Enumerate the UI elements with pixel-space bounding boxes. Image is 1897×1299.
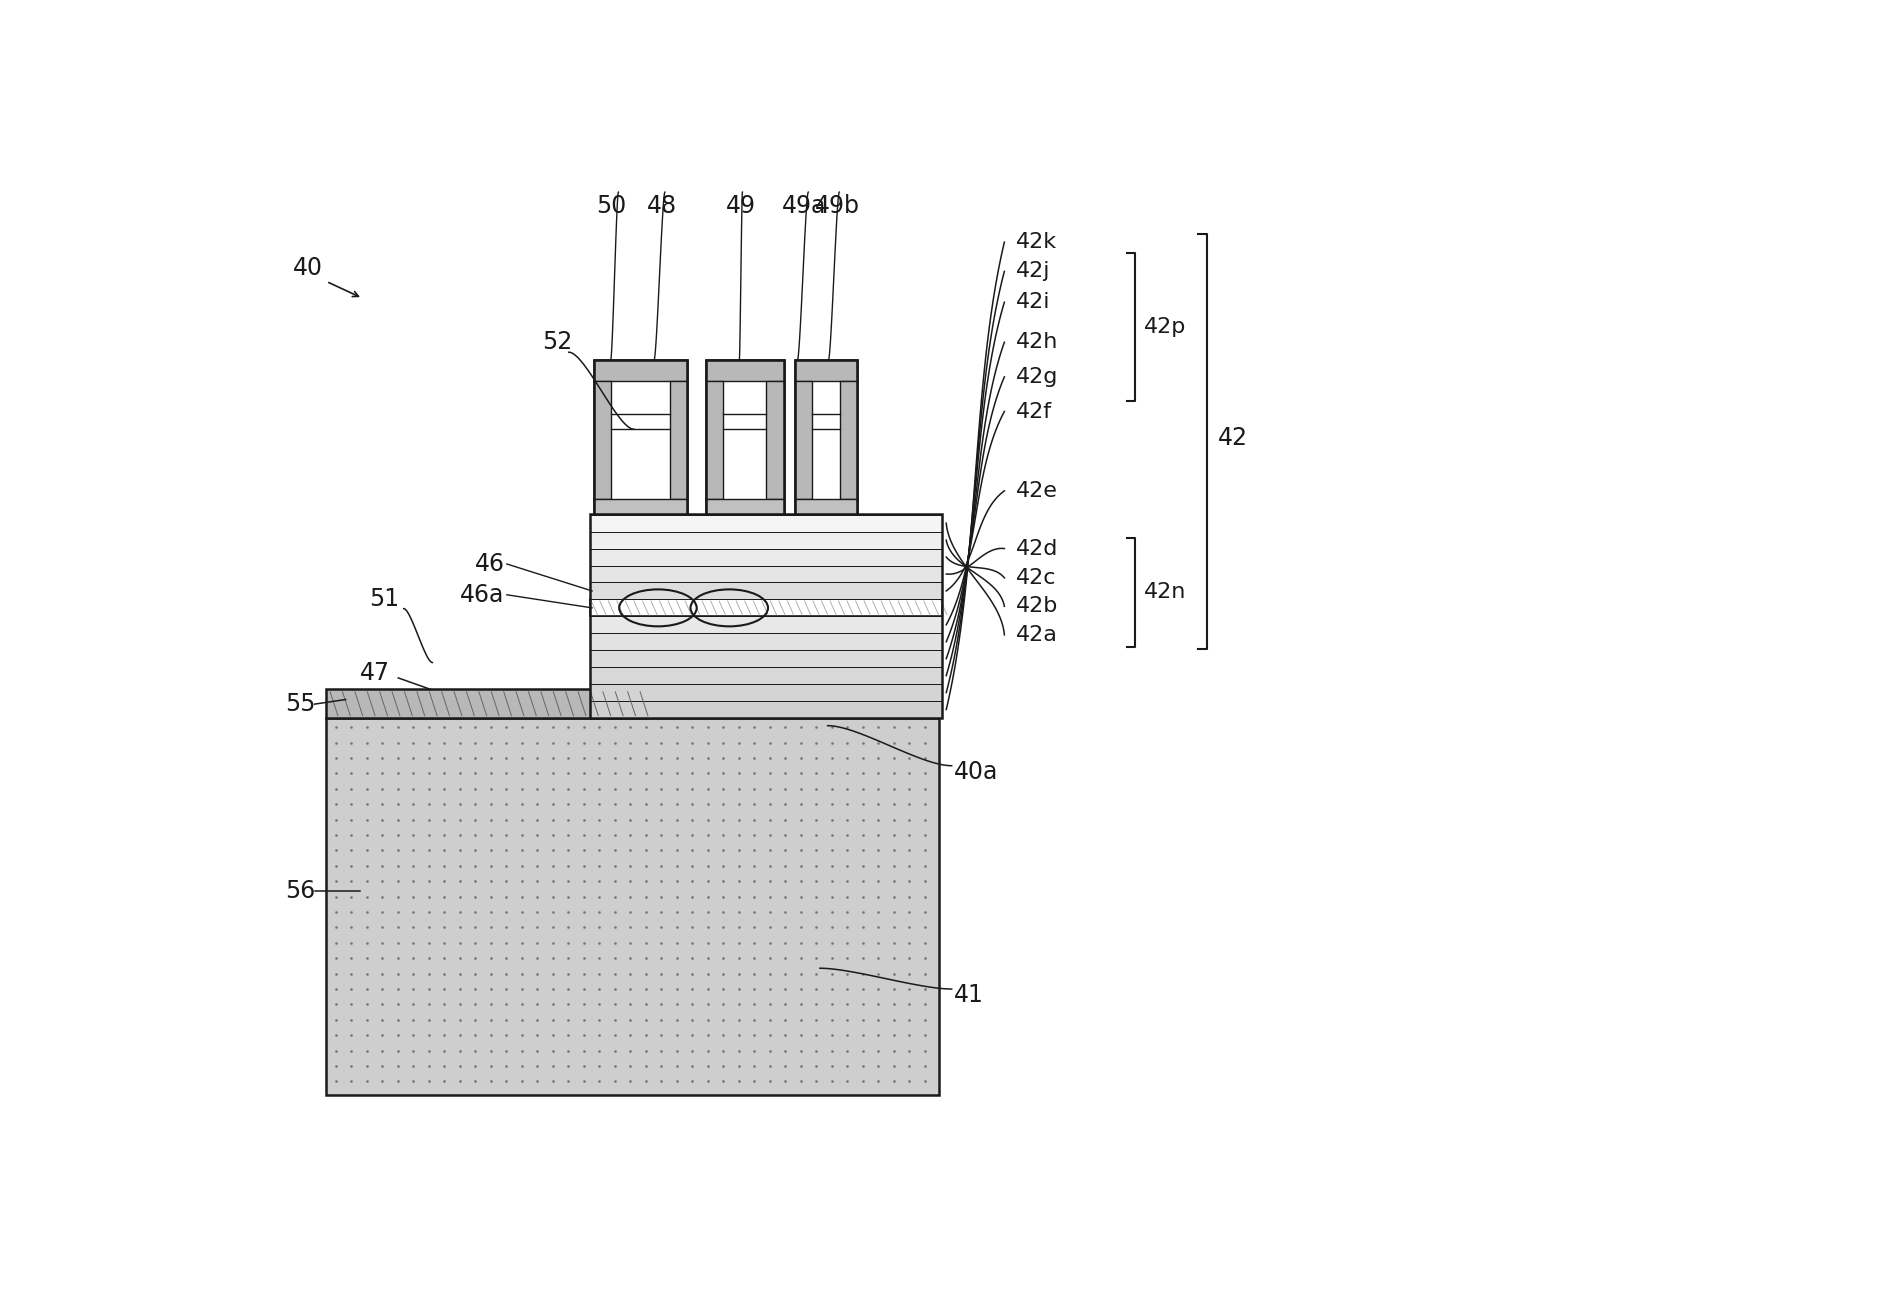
Text: 50: 50 (596, 194, 626, 218)
Text: 46a: 46a (461, 583, 505, 607)
Text: 51: 51 (368, 587, 398, 611)
Bar (766, 382, 783, 499)
Bar (795, 360, 857, 382)
Text: 52: 52 (543, 330, 573, 355)
Text: 47: 47 (360, 661, 389, 686)
Text: 42f: 42f (1017, 401, 1053, 421)
Text: 42: 42 (1218, 426, 1248, 451)
Bar (590, 514, 943, 531)
Bar (706, 360, 783, 514)
Text: 42j: 42j (1017, 261, 1051, 282)
Text: 42d: 42d (1017, 539, 1059, 559)
Bar (590, 599, 943, 616)
Bar (594, 360, 687, 382)
Bar (590, 514, 943, 718)
Bar (326, 690, 649, 718)
Bar (795, 499, 857, 514)
Bar (706, 360, 783, 382)
Text: 41: 41 (954, 983, 985, 1007)
Bar (594, 360, 687, 514)
Bar (590, 634, 943, 651)
Bar (795, 360, 857, 514)
Text: 49b: 49b (816, 194, 859, 218)
Text: 42a: 42a (1017, 625, 1059, 644)
Bar (706, 382, 723, 499)
Bar (795, 360, 857, 514)
Bar (590, 651, 943, 668)
Text: 42h: 42h (1017, 333, 1059, 352)
Bar (594, 382, 611, 499)
Bar (590, 701, 943, 718)
Text: 40: 40 (292, 256, 322, 279)
Text: 42e: 42e (1017, 481, 1059, 501)
Text: 42i: 42i (1017, 292, 1051, 312)
Text: 42c: 42c (1017, 568, 1057, 588)
Bar (795, 382, 812, 499)
Bar (706, 360, 783, 514)
Text: 49: 49 (727, 194, 755, 218)
Text: 42p: 42p (1144, 317, 1186, 336)
Text: 42n: 42n (1144, 582, 1186, 601)
Bar (590, 582, 943, 599)
Bar (594, 499, 687, 514)
Bar (326, 718, 939, 1095)
Bar (590, 531, 943, 548)
Text: 55: 55 (285, 692, 315, 716)
Text: 42b: 42b (1017, 596, 1059, 616)
Bar (840, 382, 857, 499)
Text: 42k: 42k (1017, 233, 1057, 252)
Text: 46: 46 (474, 552, 505, 575)
Text: 40a: 40a (954, 760, 998, 783)
Bar (590, 685, 943, 701)
Bar (590, 616, 943, 634)
Text: 48: 48 (647, 194, 677, 218)
Bar (594, 360, 687, 514)
Text: 42g: 42g (1017, 366, 1059, 387)
Text: 56: 56 (285, 879, 315, 903)
Bar (706, 499, 783, 514)
Bar (590, 565, 943, 582)
Bar (670, 382, 687, 499)
Bar (590, 668, 943, 685)
Text: 49a: 49a (782, 194, 827, 218)
Bar (590, 548, 943, 565)
